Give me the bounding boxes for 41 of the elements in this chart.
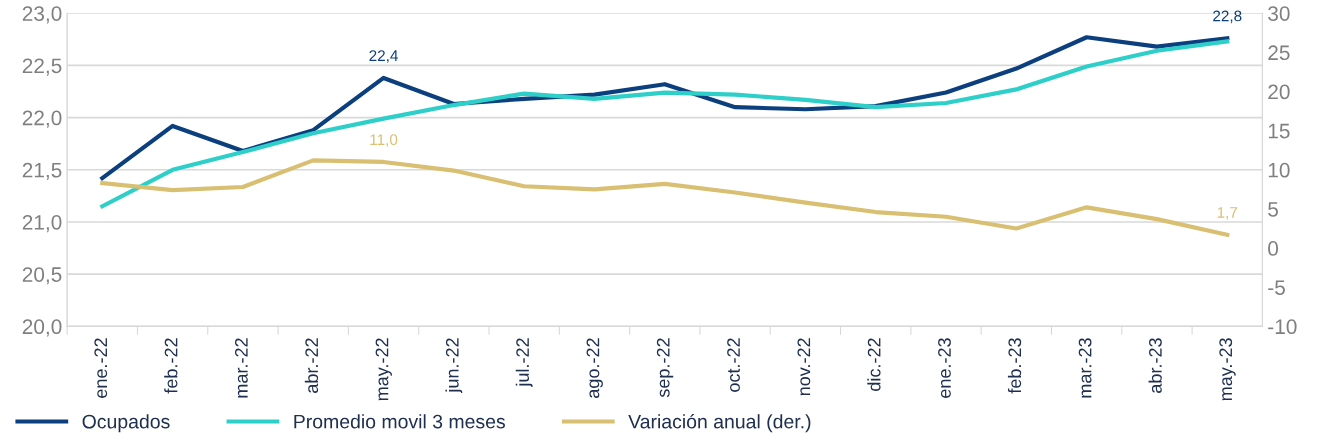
x-tick-label: abr.-22: [304, 338, 319, 393]
x-tick-label: mar.-22: [234, 338, 248, 398]
y2-tick-label: 5: [1268, 202, 1278, 217]
y2-tick-label: 15: [1268, 123, 1290, 139]
y-tick-label: 22,5: [22, 58, 62, 76]
x-tick-label: may.-23: [1219, 338, 1236, 401]
y2-tick-label: 10: [1268, 162, 1290, 178]
data-label: 1,7: [1217, 207, 1238, 220]
y-tick-label: 20,5: [22, 267, 62, 285]
x-tick-label: feb.-23: [1007, 338, 1022, 394]
legend-label: Promedio movil 3 meses: [294, 414, 505, 429]
y2-tick-label: 0: [1268, 241, 1279, 256]
legend-label: Variación anual (der.): [628, 413, 811, 433]
y-tick-label: 23,0: [22, 6, 62, 24]
legend-label: Ocupados: [82, 414, 170, 433]
x-tick-label: oct.-22: [727, 338, 740, 392]
x-tick-label: jun.-22: [445, 338, 463, 394]
y-tick-label: 21,5: [22, 162, 62, 180]
x-tick-label: mar.-23: [1078, 338, 1092, 398]
x-tick-label: ago.-22: [586, 338, 603, 398]
x-tick-label: dic.-22: [867, 338, 881, 391]
x-tick-label: nov.-22: [797, 338, 811, 396]
y2-tick-label: 30: [1268, 6, 1290, 21]
x-tick-label: abr.-23: [1148, 338, 1162, 393]
data-label: 11,0: [370, 134, 398, 147]
y2-tick-label: 25: [1268, 45, 1290, 61]
y2-tick-label: -5: [1268, 280, 1285, 295]
x-tick-label: sep.-22: [656, 338, 674, 398]
x-tick-label: ene.-22: [94, 338, 108, 398]
x-tick-label: ene.-23: [938, 338, 951, 398]
x-tick-label: jul.-22: [515, 338, 533, 388]
y-tick-label: 20,0: [22, 319, 62, 337]
x-tick-label: feb.-22: [164, 338, 178, 394]
y-tick-label: 21,0: [22, 214, 62, 233]
x-tick-label: may.-22: [375, 338, 392, 401]
data-label: 22,8: [1213, 10, 1242, 24]
y-tick-label: 22,0: [22, 110, 62, 128]
y2-tick-label: -10: [1268, 319, 1297, 335]
line-series: [100, 39, 1230, 209]
y2-tick-label: 20: [1268, 84, 1290, 100]
data-label: 22,4: [369, 50, 398, 63]
